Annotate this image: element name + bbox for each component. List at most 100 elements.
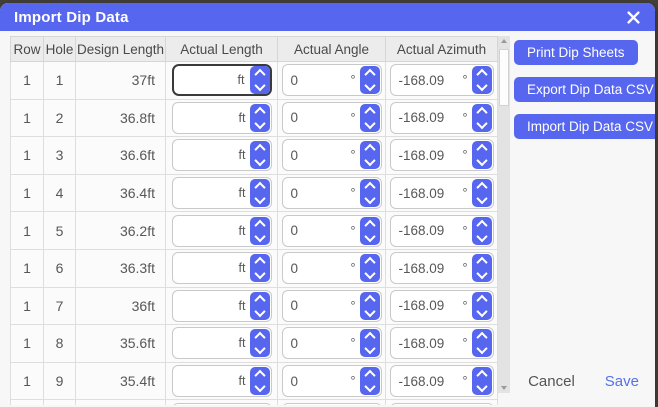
spinner-up-button[interactable] bbox=[360, 104, 380, 118]
spinner-up-button[interactable] bbox=[472, 292, 492, 306]
close-icon[interactable] bbox=[625, 9, 641, 25]
actual-azimuth-input[interactable] bbox=[390, 335, 493, 351]
actual-length-input[interactable] bbox=[172, 110, 271, 126]
number-spinner bbox=[249, 291, 270, 320]
actual-angle-input[interactable] bbox=[282, 110, 381, 126]
spinner-up-button[interactable] bbox=[360, 141, 380, 156]
chevron-down-icon bbox=[363, 155, 376, 167]
actual-azimuth-input[interactable] bbox=[390, 260, 493, 276]
spinner-up-button[interactable] bbox=[472, 66, 492, 81]
save-button[interactable]: Save bbox=[604, 373, 639, 390]
spinner-down-button[interactable] bbox=[472, 80, 492, 94]
import-dip-data-csv-button[interactable]: Import Dip Data CSV bbox=[514, 114, 655, 139]
spinner-down-button[interactable] bbox=[472, 155, 492, 169]
print-dip-sheets-button[interactable]: Print Dip Sheets bbox=[514, 40, 638, 65]
spinner-up-button[interactable] bbox=[250, 367, 270, 382]
spinner-up-button[interactable] bbox=[360, 66, 380, 81]
spinner-up-button[interactable] bbox=[360, 217, 380, 231]
spinner-down-button[interactable] bbox=[472, 230, 492, 245]
actual-angle-input[interactable] bbox=[282, 185, 381, 201]
actual-length-input[interactable] bbox=[172, 147, 271, 163]
spinner-up-button[interactable] bbox=[250, 254, 270, 269]
spinner-up-button[interactable] bbox=[250, 217, 270, 231]
actual-angle-input[interactable] bbox=[282, 373, 381, 389]
spinner-down-button[interactable] bbox=[360, 305, 380, 320]
spinner-down-button[interactable] bbox=[472, 268, 492, 282]
spinner-down-button[interactable] bbox=[472, 193, 492, 207]
spinner-down-button[interactable] bbox=[250, 155, 270, 169]
spinner-down-button[interactable] bbox=[360, 80, 380, 94]
actual-angle-input[interactable] bbox=[282, 335, 381, 351]
spinner-up-button[interactable] bbox=[250, 292, 270, 306]
spinner-up-button[interactable] bbox=[472, 329, 492, 344]
spinner-down-button[interactable] bbox=[360, 117, 380, 132]
spinner-down-button[interactable] bbox=[360, 343, 380, 357]
spinner-up-button[interactable] bbox=[250, 329, 270, 344]
actual-angle-input[interactable] bbox=[282, 72, 381, 88]
actual-angle-input[interactable] bbox=[282, 260, 381, 276]
spinner-up-button[interactable] bbox=[360, 254, 380, 269]
actual-angle-input[interactable] bbox=[282, 298, 381, 314]
spinner-up-button[interactable] bbox=[472, 254, 492, 269]
spinner-down-button[interactable] bbox=[360, 380, 380, 395]
spinner-down-button[interactable] bbox=[472, 305, 492, 320]
spinner-up-button[interactable] bbox=[472, 217, 492, 231]
export-dip-data-csv-button[interactable]: Export Dip Data CSV bbox=[514, 77, 655, 102]
spinner-down-button[interactable] bbox=[250, 193, 270, 207]
chevron-up-icon bbox=[253, 219, 266, 231]
actual-length-input[interactable] bbox=[172, 185, 271, 201]
actual-angle-input[interactable] bbox=[282, 147, 381, 163]
spinner-down-button[interactable] bbox=[472, 117, 492, 132]
number-spinner bbox=[471, 367, 492, 396]
actual-length-input[interactable] bbox=[172, 260, 271, 276]
design-length-cell: 35.4ft bbox=[75, 361, 166, 401]
actual-azimuth-input[interactable] bbox=[390, 185, 493, 201]
spinner-down-button[interactable] bbox=[250, 380, 270, 395]
spinner-down-button[interactable] bbox=[360, 230, 380, 245]
actual-length-input[interactable] bbox=[172, 373, 271, 389]
spinner-up-button[interactable] bbox=[250, 66, 270, 81]
spinner-down-button[interactable] bbox=[250, 343, 270, 357]
actual-length-input[interactable] bbox=[172, 298, 271, 314]
actual-azimuth-input[interactable] bbox=[390, 298, 493, 314]
spinner-up-button[interactable] bbox=[250, 179, 270, 194]
actual-azimuth-input[interactable] bbox=[390, 110, 493, 126]
spinner-down-button[interactable] bbox=[250, 230, 270, 245]
spinner-up-button[interactable] bbox=[360, 292, 380, 306]
spinner-down-button[interactable] bbox=[360, 268, 380, 282]
dialog-footer: Cancel Save bbox=[528, 373, 639, 390]
spinner-down-button[interactable] bbox=[250, 305, 270, 320]
spinner-up-button[interactable] bbox=[360, 367, 380, 382]
actual-azimuth-cell: ° bbox=[385, 98, 498, 138]
spinner-down-button[interactable] bbox=[360, 193, 380, 207]
scroll-up-arrow-icon[interactable] bbox=[498, 36, 510, 46]
spinner-down-button[interactable] bbox=[360, 155, 380, 169]
actual-angle-input[interactable] bbox=[282, 223, 381, 239]
spinner-down-button[interactable] bbox=[250, 80, 270, 94]
spinner-up-button[interactable] bbox=[472, 367, 492, 382]
actual-azimuth-input[interactable] bbox=[390, 72, 493, 88]
spinner-up-button[interactable] bbox=[360, 179, 380, 194]
chevron-down-icon bbox=[363, 230, 376, 242]
actual-angle-input-group: ° bbox=[281, 289, 382, 322]
actual-azimuth-input[interactable] bbox=[390, 147, 493, 163]
actual-length-input[interactable] bbox=[173, 72, 270, 88]
spinner-up-button[interactable] bbox=[250, 104, 270, 118]
table-scrollbar[interactable] bbox=[498, 36, 510, 393]
spinner-down-button[interactable] bbox=[250, 268, 270, 282]
spinner-up-button[interactable] bbox=[472, 179, 492, 194]
cancel-button[interactable]: Cancel bbox=[528, 373, 575, 390]
spinner-up-button[interactable] bbox=[472, 104, 492, 118]
actual-length-input[interactable] bbox=[172, 223, 271, 239]
actual-azimuth-input[interactable] bbox=[390, 223, 493, 239]
spinner-up-button[interactable] bbox=[360, 329, 380, 344]
actual-length-input[interactable] bbox=[172, 335, 271, 351]
scroll-down-arrow-icon[interactable] bbox=[498, 383, 510, 393]
spinner-down-button[interactable] bbox=[250, 117, 270, 132]
actual-azimuth-input[interactable] bbox=[390, 373, 493, 389]
scrollbar-thumb[interactable] bbox=[499, 49, 509, 106]
spinner-up-button[interactable] bbox=[250, 141, 270, 156]
spinner-down-button[interactable] bbox=[472, 343, 492, 357]
spinner-up-button[interactable] bbox=[472, 141, 492, 156]
spinner-down-button[interactable] bbox=[472, 380, 492, 395]
